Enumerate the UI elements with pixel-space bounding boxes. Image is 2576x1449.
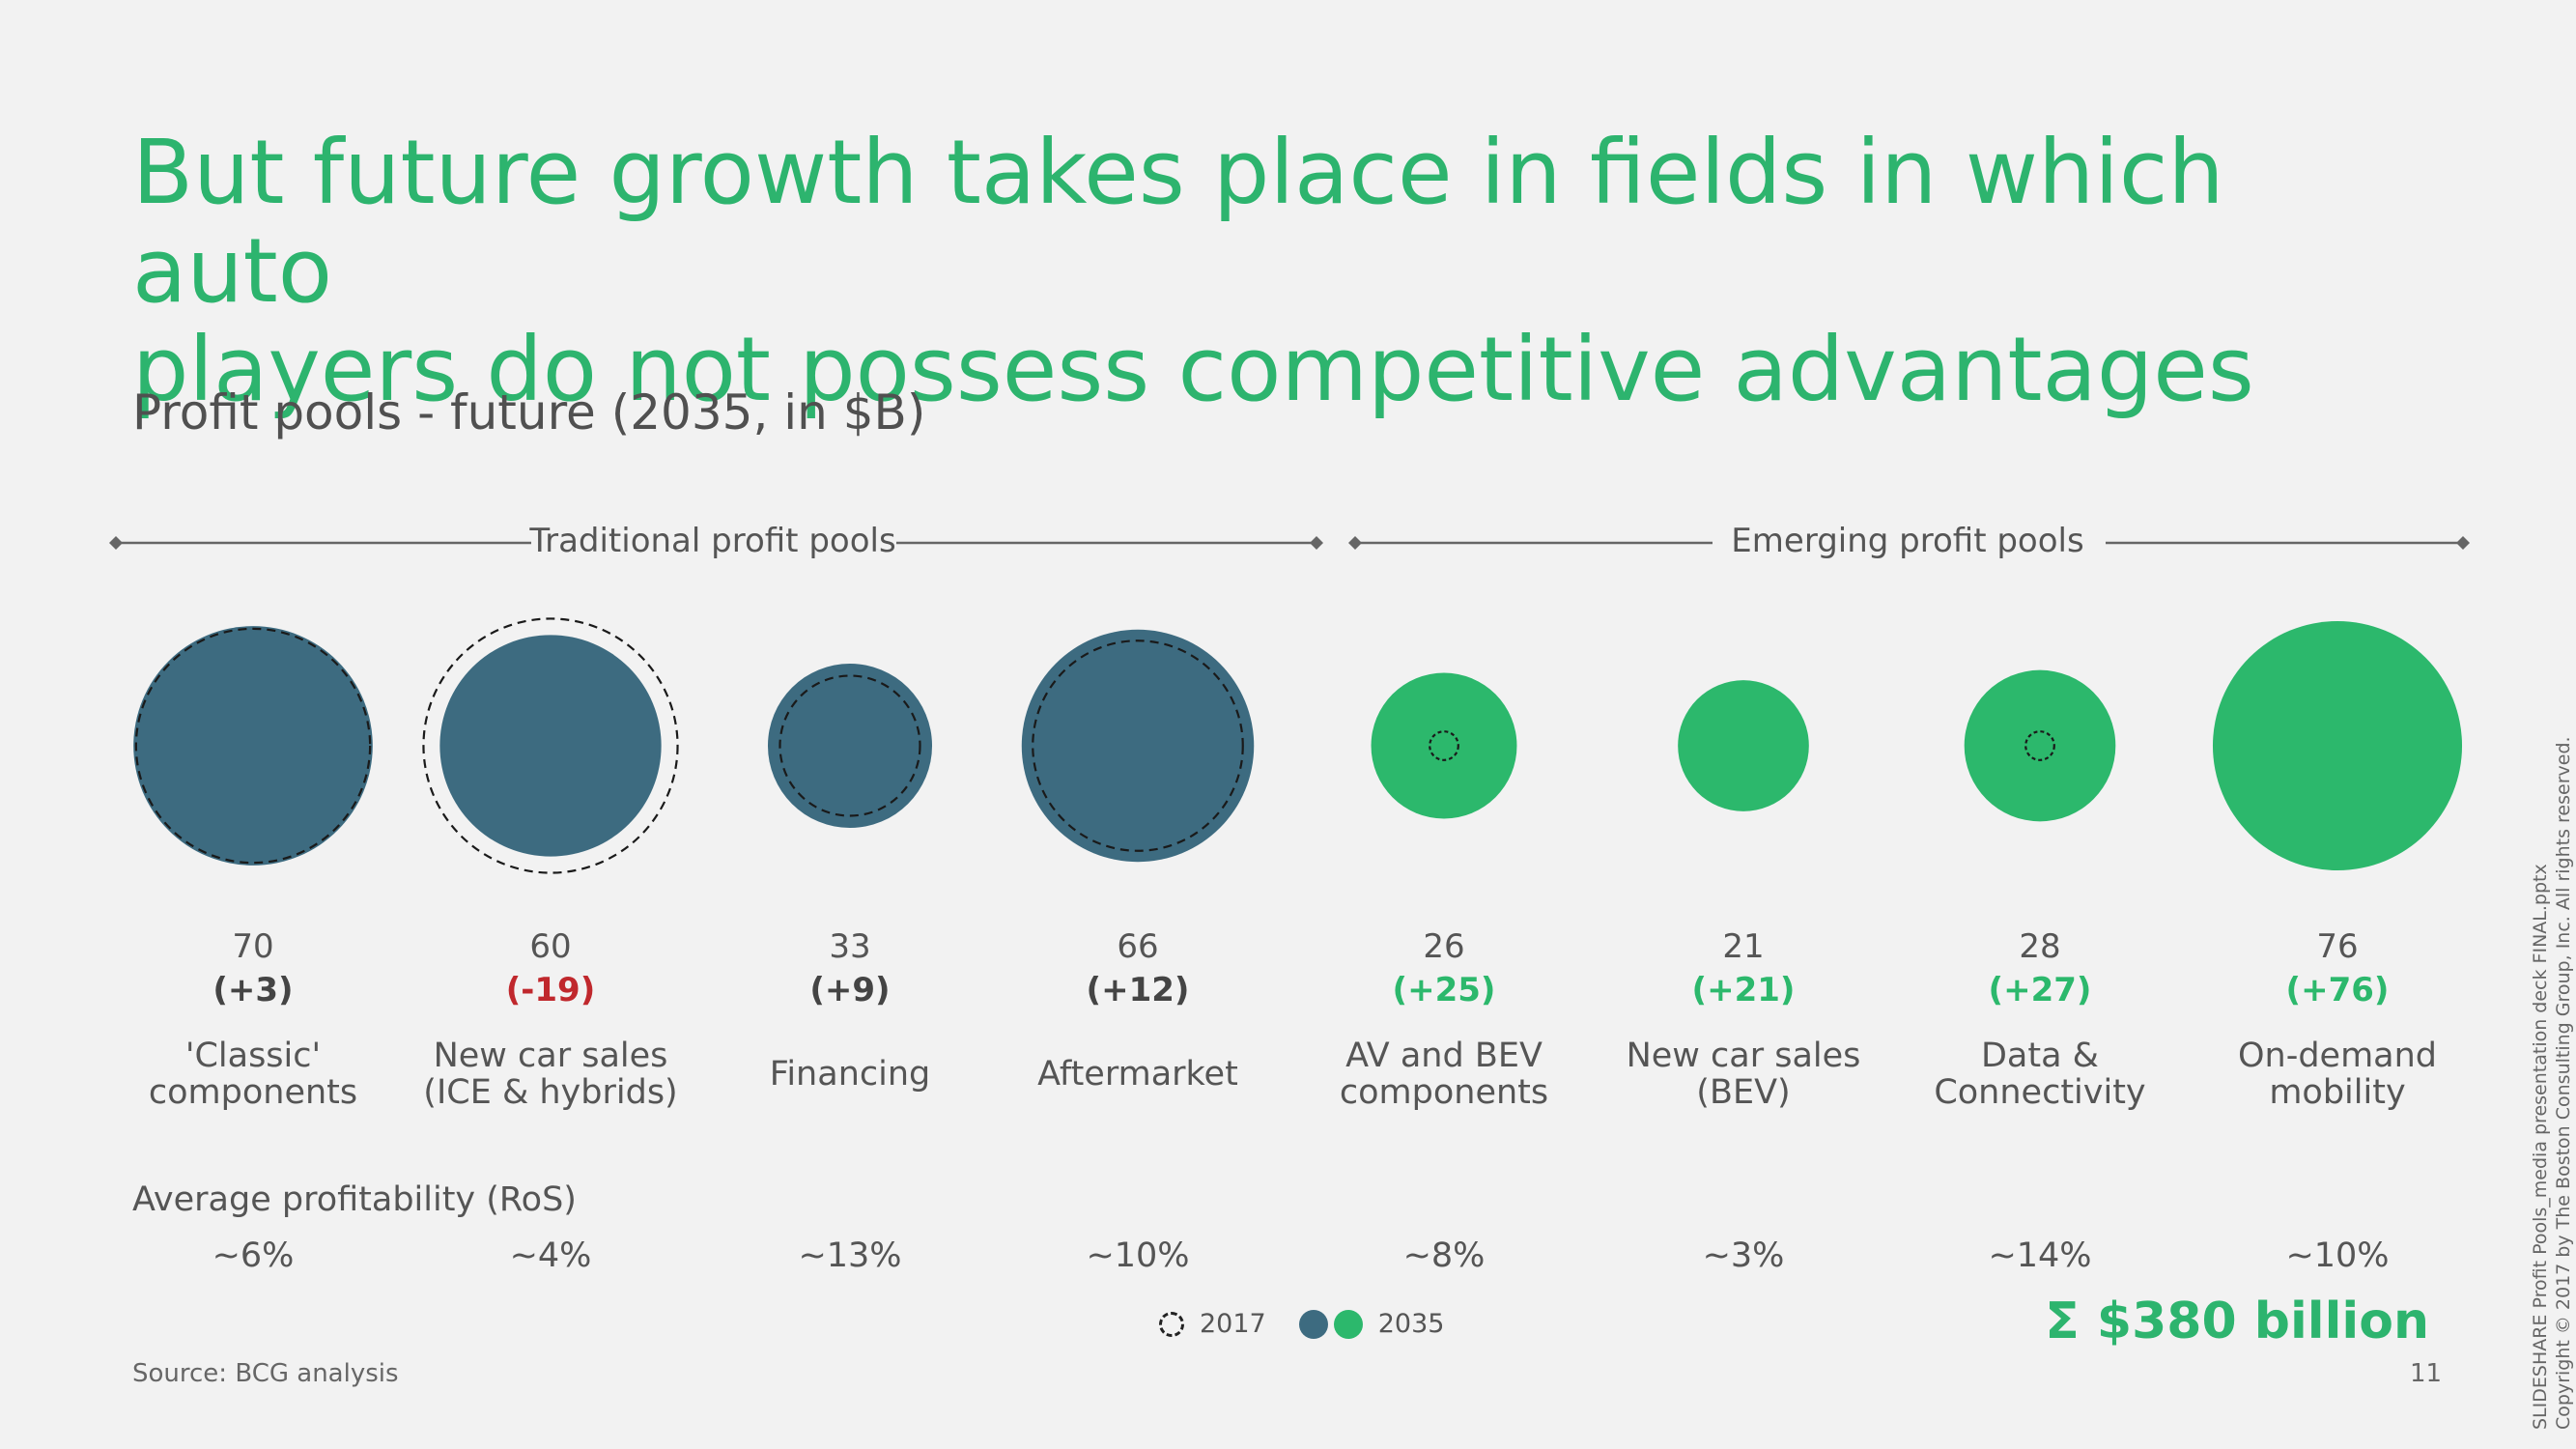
bubble-2035-4 — [1371, 672, 1517, 819]
bubbles — [133, 617, 2463, 874]
page-number: 11 — [2410, 1359, 2443, 1388]
legend-2035-traditional-marker — [1298, 1309, 1328, 1339]
copyright-note: SLIDESHARE Profit Pools_media presentati… — [2529, 736, 2575, 1430]
value-label-6: 28 — [2019, 927, 2061, 966]
bubble-2035-6 — [1964, 669, 2116, 822]
bubble-2035-7 — [2212, 620, 2463, 871]
ros-value-2: ~13% — [798, 1236, 902, 1275]
legend-2017-marker — [1159, 1311, 1184, 1337]
bracket-end-emerging-left — [1348, 536, 1362, 550]
ros-label: Average profitability (RoS) — [132, 1180, 577, 1219]
category-label-1: New car sales (ICE & hybrids) — [406, 1036, 695, 1113]
ros-value-0: ~6% — [212, 1236, 295, 1275]
category-label-6: Data & Connectivity — [1895, 1036, 2185, 1113]
bubble-2017-4 — [1429, 730, 1459, 761]
ros-value-6: ~14% — [1988, 1236, 2092, 1275]
category-label-line2-0: components — [148, 1073, 358, 1112]
value-label-2: 33 — [829, 927, 871, 966]
value-label-7: 76 — [2316, 927, 2359, 966]
bracket-end-traditional-left — [109, 536, 123, 550]
ros-value-5: ~3% — [1702, 1236, 1785, 1275]
group-label-emerging: Emerging profit pools — [1731, 522, 2084, 560]
category-label-5: New car sales (BEV) — [1599, 1036, 1888, 1113]
bubble-2017-2 — [778, 674, 921, 817]
value-label-1: 60 — [529, 927, 572, 966]
category-label-line1-2: Financing — [769, 1055, 931, 1094]
category-label-2: Financing — [705, 1036, 995, 1113]
delta-label-2: (+9) — [809, 971, 891, 1009]
category-label-line1-4: AV and BEV — [1345, 1037, 1543, 1075]
category-label-7: On-demand mobility — [2193, 1036, 2482, 1113]
category-label-line1-6: Data & — [1980, 1037, 2099, 1075]
slide-title: But future growth takes place in fields … — [132, 124, 2354, 419]
legend-2017-label: 2017 — [1200, 1309, 1266, 1339]
copyright-line-1: SLIDESHARE Profit Pools_media presentati… — [2530, 864, 2551, 1430]
value-label-5: 21 — [1722, 927, 1765, 966]
legend-2035-emerging-marker — [1333, 1309, 1363, 1339]
ros-value-4: ~8% — [1402, 1236, 1486, 1275]
bubble-2035-1 — [439, 635, 662, 857]
delta-label-4: (+25) — [1392, 971, 1496, 1009]
ros-value-1: ~4% — [509, 1236, 592, 1275]
delta-label-1: (-19) — [505, 971, 596, 1009]
category-label-line2-6: Connectivity — [1934, 1073, 2146, 1112]
delta-label-0: (+3) — [212, 971, 294, 1009]
bubble-2017-3 — [1032, 639, 1244, 852]
ros-value-3: ~10% — [1086, 1236, 1190, 1275]
bubble-2017-6 — [2024, 730, 2055, 761]
title-line-1: But future growth takes place in fields … — [132, 121, 2224, 323]
value-label-0: 70 — [232, 927, 274, 966]
category-label-4: AV and BEV components — [1299, 1036, 1589, 1113]
delta-label-5: (+21) — [1691, 971, 1796, 1009]
legend-2035-label: 2035 — [1377, 1309, 1445, 1339]
delta-label-6: (+27) — [1988, 971, 2092, 1009]
category-label-3: Aftermarket — [993, 1036, 1283, 1113]
delta-label-3: (+12) — [1086, 971, 1190, 1009]
legend: 2017 2035 — [1159, 1309, 1477, 1339]
total-sum: Σ $380 billion — [2045, 1293, 2429, 1350]
bubble-2017-0 — [134, 627, 372, 865]
copyright-line-2: Copyright © 2017 by The Boston Consultin… — [2553, 736, 2574, 1430]
bubble-2035-2 — [767, 663, 933, 829]
delta-label-7: (+76) — [2285, 971, 2390, 1009]
category-label-line1-7: On-demand — [2237, 1037, 2438, 1075]
category-label-line2-4: components — [1339, 1073, 1549, 1112]
bracket-end-traditional-right — [1310, 536, 1323, 550]
category-label-line1-1: New car sales — [433, 1037, 668, 1075]
bubble-2017-1 — [422, 617, 679, 874]
bubble-2035-5 — [1678, 680, 1809, 811]
group-label-traditional: Traditional profit pools — [529, 522, 896, 560]
title-line-2: players do not possess competitive advan… — [132, 318, 2254, 421]
category-label-line2-5: (BEV) — [1696, 1073, 1791, 1112]
source-note: Source: BCG analysis — [132, 1359, 399, 1388]
bubble-2035-0 — [133, 626, 373, 866]
ros-value-7: ~10% — [2285, 1236, 2390, 1275]
value-label-3: 66 — [1117, 927, 1159, 966]
bubble-2035-3 — [1021, 629, 1255, 863]
chart-subtitle: Profit pools - future (2035, in $B) — [132, 384, 926, 440]
value-label-4: 26 — [1423, 927, 1465, 966]
group-brackets — [109, 536, 2470, 550]
category-label-line1-3: Aftermarket — [1037, 1055, 1238, 1094]
category-label-line2-7: mobility — [2269, 1073, 2406, 1112]
category-label-0: 'Classic' components — [108, 1036, 398, 1113]
category-label-line1-5: New car sales — [1626, 1037, 1861, 1075]
category-label-line2-1: (ICE & hybrids) — [423, 1073, 678, 1112]
bracket-end-emerging-right — [2456, 536, 2470, 550]
category-label-line1-0: 'Classic' — [184, 1037, 322, 1075]
